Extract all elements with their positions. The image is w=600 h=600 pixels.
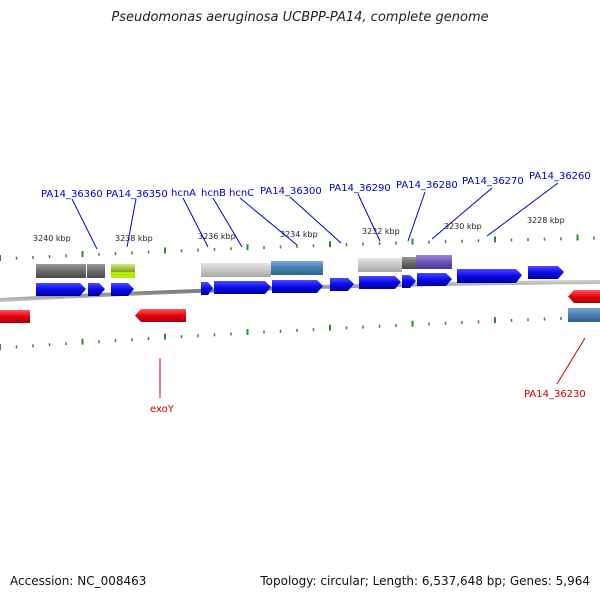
kbp-label: 3232 kbp xyxy=(362,227,400,236)
kbp-label: 3230 kbp xyxy=(444,222,482,231)
annotation-box xyxy=(87,264,105,278)
forward-gene xyxy=(214,281,271,294)
forward-gene xyxy=(528,266,564,279)
gene-label[interactable]: hcnA xyxy=(171,188,196,199)
gene-label[interactable]: exoY xyxy=(150,404,175,415)
reverse-label-leaders xyxy=(159,337,586,398)
forward-label-leaders xyxy=(71,182,559,250)
topology-text: Topology: circular; Length: 6,537,648 bp… xyxy=(260,574,590,588)
forward-gene xyxy=(272,280,323,293)
reverse-strand-genes xyxy=(0,290,600,323)
kbp-ticks-upper xyxy=(0,234,595,261)
kbp-label: 3228 kbp xyxy=(527,216,565,225)
annotation-box xyxy=(111,272,135,278)
reverse-gene xyxy=(135,309,186,322)
gene-label[interactable]: hcnC xyxy=(229,188,254,199)
annotation-box xyxy=(416,255,452,269)
forward-gene xyxy=(88,283,105,296)
kbp-label: 3240 kbp xyxy=(33,234,71,243)
forward-gene xyxy=(201,282,213,295)
forward-gene xyxy=(457,269,522,283)
annotation-box xyxy=(111,264,135,272)
gene-label[interactable]: PA14_36300 xyxy=(260,186,322,197)
gene-label[interactable]: PA14_36290 xyxy=(329,183,391,194)
gene-label[interactable]: PA14_36360 xyxy=(41,189,103,200)
annotation-box xyxy=(271,261,323,275)
accession-text: Accession: NC_008463 xyxy=(10,574,147,588)
kbp-label: 3238 kbp xyxy=(115,234,153,243)
reverse-gene xyxy=(0,310,30,323)
forward-gene xyxy=(359,276,401,289)
annotation-box xyxy=(358,258,402,272)
forward-gene xyxy=(417,273,452,286)
reverse-gene xyxy=(568,290,600,303)
gene-label[interactable]: hcnB xyxy=(201,188,226,199)
annotation-box xyxy=(402,257,416,269)
map-title: Pseudomonas aeruginosa UCBPP-PA14, compl… xyxy=(111,10,489,25)
forward-strand-genes xyxy=(36,266,564,296)
gene-label[interactable]: PA14_36270 xyxy=(462,176,524,187)
forward-gene xyxy=(36,283,86,296)
gene-label[interactable]: PA14_36260 xyxy=(529,171,591,182)
kbp-label: 3236 kbp xyxy=(198,232,236,241)
kbp-labels: 3240 kbp 3238 kbp 3236 kbp 3234 kbp 3232… xyxy=(33,216,565,243)
annotation-box xyxy=(568,308,600,322)
kbp-ticks-lower xyxy=(0,313,595,350)
kbp-label: 3234 kbp xyxy=(280,230,318,239)
gene-label[interactable]: PA14_36280 xyxy=(396,180,458,191)
gene-label[interactable]: PA14_36350 xyxy=(106,189,168,200)
annotation-box xyxy=(201,263,271,277)
gene-label[interactable]: PA14_36230 xyxy=(524,389,586,400)
annotation-boxes xyxy=(36,255,600,322)
annotation-box xyxy=(36,264,86,278)
reverse-gene-labels: exoY PA14_36230 xyxy=(150,389,586,415)
forward-gene xyxy=(330,278,354,291)
forward-gene xyxy=(402,275,416,288)
forward-gene-labels: PA14_36360 PA14_36350 hcnA hcnB hcnC PA1… xyxy=(41,171,591,200)
forward-gene xyxy=(111,283,134,296)
